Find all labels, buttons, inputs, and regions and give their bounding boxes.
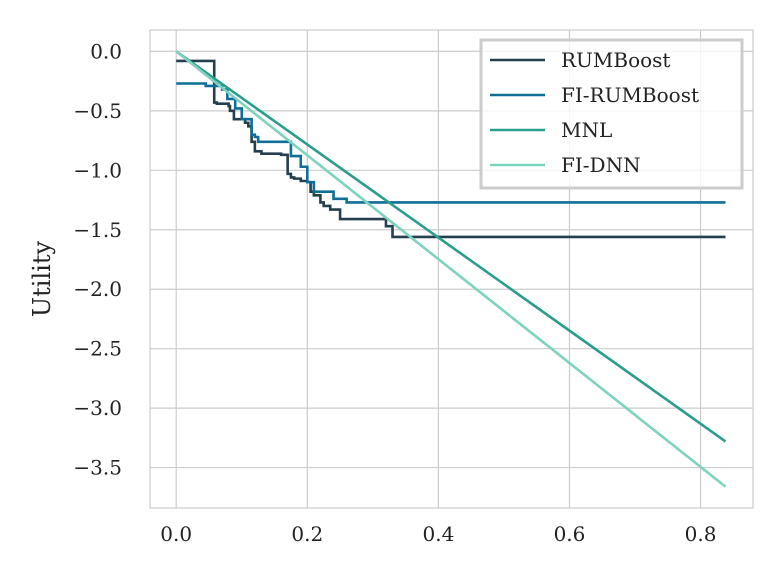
series-layer [175, 50, 727, 488]
y-tick-label: −3.0 [73, 396, 122, 420]
legend-label: MNL [561, 118, 612, 142]
legend-box [479, 38, 744, 190]
x-tick-label: 0.2 [291, 522, 323, 546]
x-tick-label: 0.0 [160, 522, 192, 546]
y-tick-label: −1.0 [73, 158, 122, 182]
y-tick-label: 0.0 [90, 39, 122, 63]
y-tick-label: −1.5 [73, 218, 122, 242]
y-tick-label: −0.5 [73, 99, 122, 123]
series-line-mnl [175, 50, 727, 443]
y-tick-label: −2.0 [73, 277, 122, 301]
x-tick-label: 0.4 [422, 522, 454, 546]
legend-label: FI-RUMBoost [561, 83, 699, 107]
y-tick-label: −3.5 [73, 456, 122, 480]
legend-label: FI-DNN [561, 153, 641, 177]
plot-frame [149, 29, 754, 509]
grid-lines [150, 30, 753, 508]
x-tick-label: 0.6 [554, 522, 586, 546]
tick-labels: 0.0 0.2 0.4 0.6 0.8 0.0 −0.5 −1.0 −1.5 −2.0 −2.5 −3… [73, 39, 716, 546]
legend-label: RUMBoost [561, 48, 670, 72]
y-axis-label: Utility [28, 241, 56, 318]
series-line-fi-dnn [175, 50, 727, 488]
legend: RUMBoost FI-RUMBoost MNL FI-DNN [479, 38, 744, 190]
y-tick-label: −2.5 [73, 337, 122, 361]
x-tick-label: 0.8 [685, 522, 717, 546]
series-line-rumboost [176, 59, 726, 239]
